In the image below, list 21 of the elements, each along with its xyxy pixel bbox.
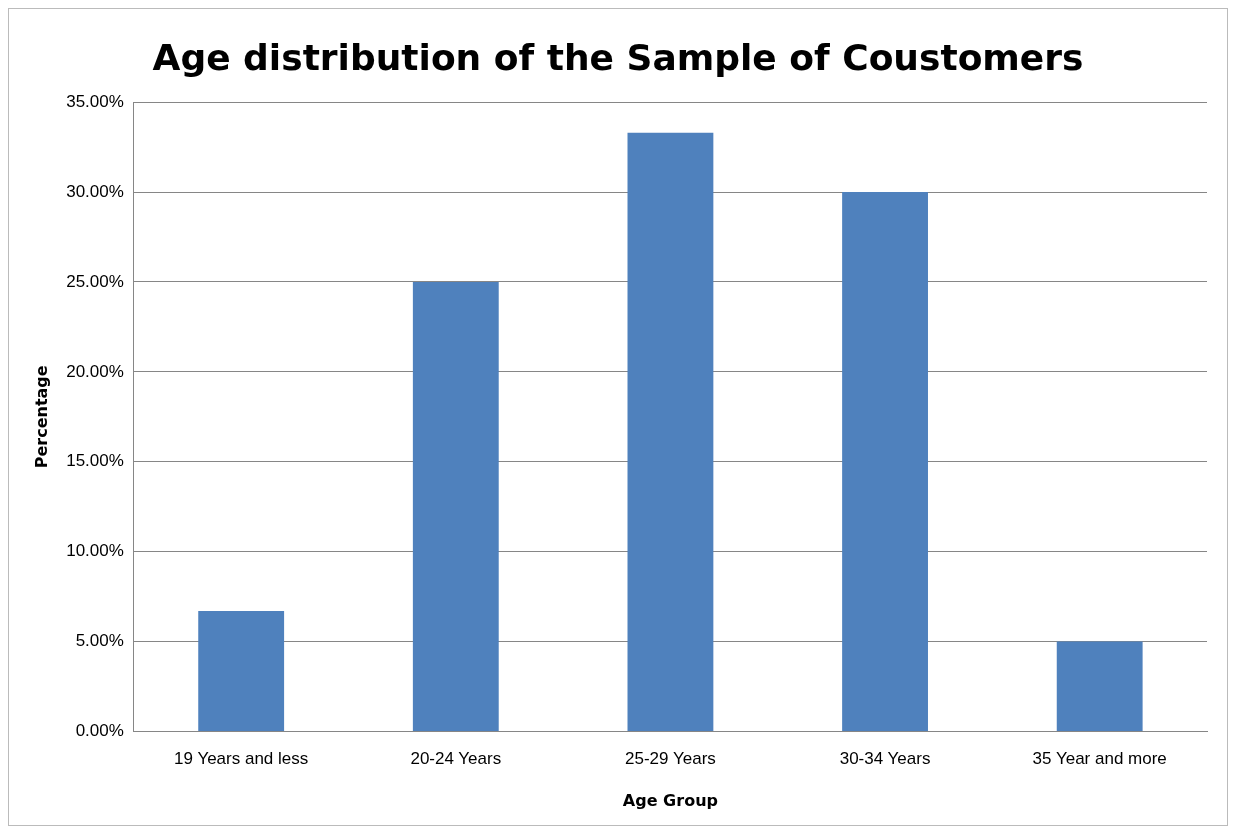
y-tick-label: 30.00% bbox=[66, 181, 124, 201]
bar bbox=[1056, 641, 1143, 731]
y-tick-label: 25.00% bbox=[66, 271, 124, 291]
y-axis-title: Percentage bbox=[31, 365, 51, 469]
x-tick-label: 25-29 Years bbox=[625, 749, 716, 769]
y-tick-label: 20.00% bbox=[66, 361, 124, 381]
y-tick-label: 15.00% bbox=[66, 451, 124, 471]
bar bbox=[198, 610, 285, 731]
x-tick-label: 20-24 Years bbox=[410, 749, 502, 769]
x-tick-label: 19 Years and less bbox=[174, 749, 309, 769]
y-tick-label: 0.00% bbox=[75, 721, 124, 741]
x-tick-label: 30-34 Years bbox=[839, 749, 931, 769]
bar bbox=[412, 281, 499, 731]
x-tick-label: 35 Year and more bbox=[1032, 749, 1167, 769]
y-tick-label: 5.00% bbox=[75, 631, 124, 651]
bar bbox=[842, 192, 928, 731]
x-axis-title: Age Group bbox=[622, 790, 718, 810]
y-tick-label: 35.00% bbox=[66, 91, 124, 111]
chart-title: Age distribution of the Sample of Coustomers bbox=[152, 36, 1084, 78]
y-tick-label: 10.00% bbox=[66, 541, 124, 561]
bar bbox=[627, 132, 714, 731]
